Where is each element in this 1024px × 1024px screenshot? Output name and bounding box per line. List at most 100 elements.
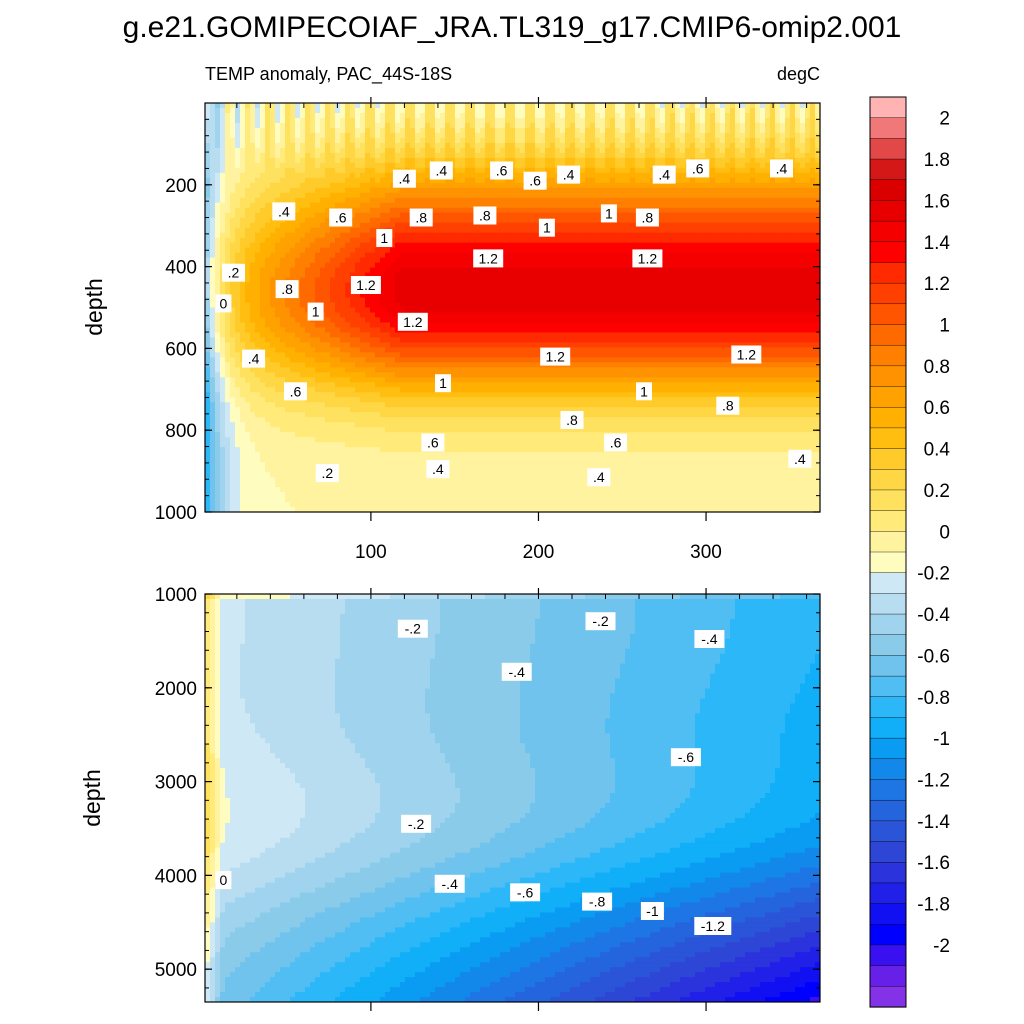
field-cell <box>430 152 436 159</box>
field-cell <box>250 292 256 299</box>
field-cell <box>800 192 806 199</box>
field-cell <box>760 257 766 264</box>
field-cell <box>775 117 781 124</box>
field-cell <box>700 207 706 214</box>
field-cell <box>230 192 236 199</box>
field-cell <box>625 287 631 294</box>
field-cell <box>325 302 331 309</box>
field-cell <box>345 103 351 109</box>
field-cell <box>585 272 591 279</box>
field-cell <box>415 267 421 274</box>
field-cell <box>640 162 646 169</box>
field-cell <box>745 147 751 154</box>
field-cell <box>590 252 596 259</box>
field-cell <box>220 217 226 224</box>
field-cell <box>550 242 556 249</box>
field-cell <box>225 232 231 239</box>
field-cell <box>430 122 436 129</box>
field-cell <box>240 132 246 139</box>
field-cell <box>350 122 356 129</box>
field-cell <box>505 252 511 259</box>
field-cell <box>785 127 791 134</box>
field-cell <box>580 272 586 279</box>
field-cell <box>435 112 441 119</box>
field-cell <box>340 117 346 124</box>
field-cell <box>530 103 536 109</box>
field-cell <box>315 212 321 219</box>
field-cell <box>370 122 376 129</box>
field-cell <box>325 207 331 214</box>
field-cell <box>375 177 381 184</box>
field-cell <box>445 147 451 154</box>
field-cell <box>535 132 541 139</box>
field-cell <box>540 302 546 309</box>
field-cell <box>815 117 820 124</box>
field-cell <box>335 232 341 239</box>
field-cell <box>395 302 401 309</box>
field-cell <box>395 287 401 294</box>
field-cell <box>295 112 301 119</box>
field-cell <box>410 112 416 119</box>
field-cell <box>730 107 736 114</box>
field-cell <box>615 117 621 124</box>
field-cell <box>780 192 786 199</box>
field-cell <box>615 187 621 194</box>
field-cell <box>725 122 731 129</box>
field-cell <box>770 117 776 124</box>
field-cell <box>295 232 301 239</box>
field-cell <box>410 297 416 304</box>
field-cell <box>700 127 706 134</box>
field-cell <box>695 222 701 229</box>
field-cell <box>645 177 651 184</box>
field-cell <box>415 287 421 294</box>
field-cell <box>575 182 581 189</box>
field-cell <box>225 122 231 129</box>
field-cell <box>320 172 326 179</box>
field-cell <box>760 207 766 214</box>
field-cell <box>490 187 496 194</box>
field-cell <box>795 152 801 159</box>
field-cell <box>525 187 531 194</box>
field-cell <box>645 103 651 109</box>
field-cell <box>645 162 651 169</box>
field-cell <box>260 167 266 174</box>
field-cell <box>335 127 341 134</box>
field-cell <box>560 103 566 109</box>
field-cell <box>760 157 766 164</box>
field-cell <box>425 237 431 244</box>
field-cell <box>590 137 596 144</box>
field-cell <box>705 107 711 114</box>
field-cell <box>600 103 606 109</box>
field-cell <box>605 152 611 159</box>
field-cell <box>275 103 281 109</box>
field-cell <box>740 127 746 134</box>
field-cell <box>210 192 216 199</box>
field-cell <box>260 212 266 219</box>
field-cell <box>735 287 741 294</box>
field-cell <box>235 182 241 189</box>
field-cell <box>465 247 471 254</box>
field-cell <box>710 282 716 289</box>
field-cell <box>790 272 796 279</box>
field-cell <box>685 212 691 219</box>
field-cell <box>570 242 576 249</box>
field-cell <box>620 262 626 269</box>
field-cell <box>610 167 616 174</box>
field-cell <box>335 197 341 204</box>
field-cell <box>550 172 556 179</box>
field-cell <box>305 262 311 269</box>
field-cell <box>425 152 431 159</box>
field-cell <box>735 212 741 219</box>
field-cell <box>640 292 646 299</box>
field-cell <box>710 232 716 239</box>
field-cell <box>415 252 421 259</box>
field-cell <box>290 122 296 129</box>
field-cell <box>745 142 751 149</box>
field-cell <box>625 232 631 239</box>
field-cell <box>540 142 546 149</box>
field-cell <box>485 117 491 124</box>
field-cell <box>605 237 611 244</box>
field-cell <box>620 142 626 149</box>
field-cell <box>400 127 406 134</box>
field-cell <box>355 167 361 174</box>
